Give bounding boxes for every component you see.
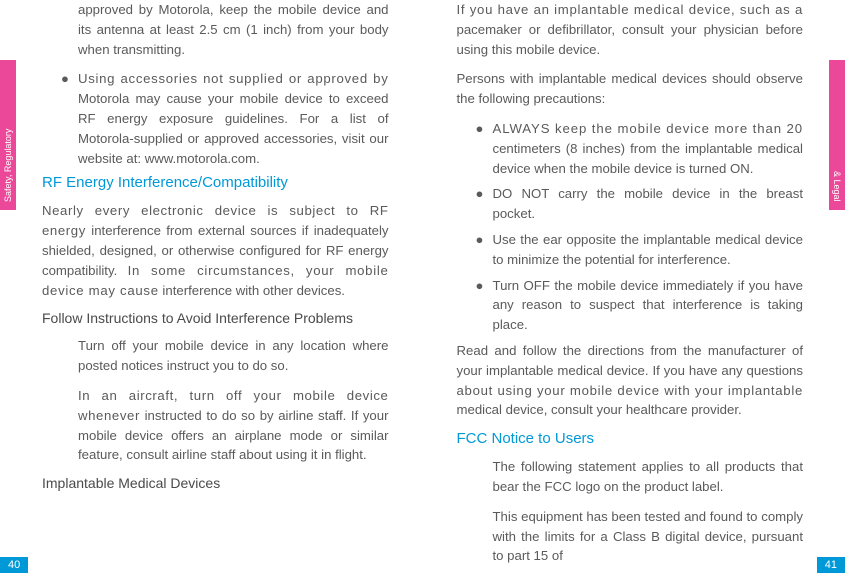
right-bullet-2: ● DO NOT carry the mobile device in the … [457,184,804,224]
right-bullet-3: ● Use the ear opposite the implantable m… [457,230,804,270]
right-para-4: The following statement applies to all p… [457,457,804,497]
bullet-icon: ● [457,119,493,178]
bullet-icon: ● [457,184,493,224]
heading-implantable: Implantable Medical Devices [42,475,389,491]
left-bullet-1: ● Using accessories not supplied or appr… [42,69,389,168]
left-para-4: In an aircraft, turn off your mobile dev… [42,386,389,465]
bullet-text: Using accessories not supplied or approv… [78,69,389,168]
right-bullet-4: ● Turn OFF the mobile device immediately… [457,276,804,335]
heading-follow-instructions: Follow Instructions to Avoid Interferenc… [42,310,389,326]
bullet-text: DO NOT carry the mobile device in the br… [493,184,804,224]
left-para-3: Turn off your mobile device in any locat… [42,336,389,376]
right-page: If you have an implantable medical devic… [423,0,845,573]
left-para-1: approved by Motorola, keep the mobile de… [42,0,389,59]
right-para-2: Persons with implantable medical devices… [457,69,804,109]
bullet-icon: ● [42,69,78,168]
heading-rf-interference: RF Energy Interference/Compatibility [42,174,389,191]
bullet-icon: ● [457,230,493,270]
bullet-text: Turn OFF the mobile device immediately i… [493,276,804,335]
right-para-3: Read and follow the directions from the … [457,341,804,420]
left-para-2: Nearly every electronic device is subjec… [42,201,389,300]
bullet-text: Use the ear opposite the implantable med… [493,230,804,270]
page-spread: approved by Motorola, keep the mobile de… [0,0,845,573]
bullet-icon: ● [457,276,493,335]
bullet-text: ALWAYS keep the mobile device more than … [493,119,804,178]
heading-fcc-notice: FCC Notice to Users [457,430,804,447]
right-para-1: If you have an implantable medical devic… [457,0,804,59]
right-para-5: This equipment has been tested and found… [457,507,804,566]
right-bullet-1: ● ALWAYS keep the mobile device more tha… [457,119,804,178]
left-page: approved by Motorola, keep the mobile de… [0,0,423,573]
